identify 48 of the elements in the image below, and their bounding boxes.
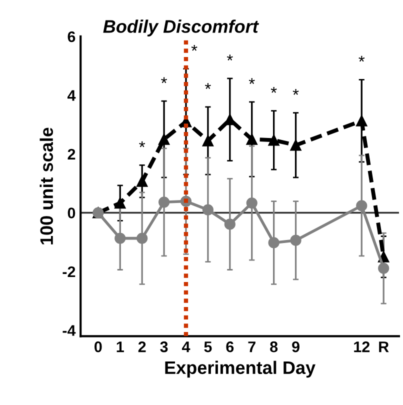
annotation: * (292, 89, 299, 95)
x-tick-label: 6 (226, 341, 234, 352)
annotation: * (204, 83, 211, 89)
x-tick-label: 1 (116, 342, 124, 352)
x-tick-label: 2 (138, 341, 146, 352)
point (224, 218, 236, 230)
point (246, 197, 258, 209)
x-tick-label: 3 (160, 341, 168, 352)
annotation: * (248, 78, 255, 84)
y-tick-label: 6 (68, 31, 76, 42)
annotation: * (226, 54, 233, 60)
point (202, 204, 214, 216)
annotation: * (161, 77, 168, 84)
y-tick-label: 0 (68, 208, 76, 218)
x-tick-label: 0 (94, 341, 102, 352)
point (290, 140, 302, 151)
point (202, 135, 214, 146)
y-tick-label: 4 (67, 90, 76, 101)
x-tick-label: 5 (204, 342, 212, 352)
point (136, 232, 148, 244)
x-tick-label: 12 (354, 341, 370, 352)
point (268, 134, 280, 146)
point (114, 232, 126, 244)
point (136, 176, 148, 187)
point (268, 237, 280, 248)
point (158, 134, 170, 145)
x-axis-title: Experimental Day (165, 360, 316, 378)
point (290, 234, 302, 246)
y-axis-title: 100 unit scale (40, 128, 54, 244)
y-tick-label: -2 (62, 266, 76, 278)
x-tick-label: 7 (248, 342, 256, 352)
annotation: * (191, 44, 198, 51)
x-tick-label: 4 (182, 342, 190, 352)
annotation: * (270, 86, 277, 93)
x-tick-label: R (379, 342, 389, 352)
point (356, 115, 368, 126)
x-tick-label: 8 (270, 341, 278, 352)
point (158, 196, 170, 208)
y-tick-label: 2 (68, 148, 76, 160)
point (356, 200, 368, 212)
point (114, 197, 126, 209)
annotation: * (139, 141, 146, 148)
annotation: * (358, 56, 365, 62)
point (246, 134, 258, 145)
chart-title: Bodily Discomfort (103, 20, 259, 36)
x-tick-label: 9 (292, 341, 300, 352)
point (378, 262, 390, 274)
y-tick-label: -4 (62, 325, 76, 336)
